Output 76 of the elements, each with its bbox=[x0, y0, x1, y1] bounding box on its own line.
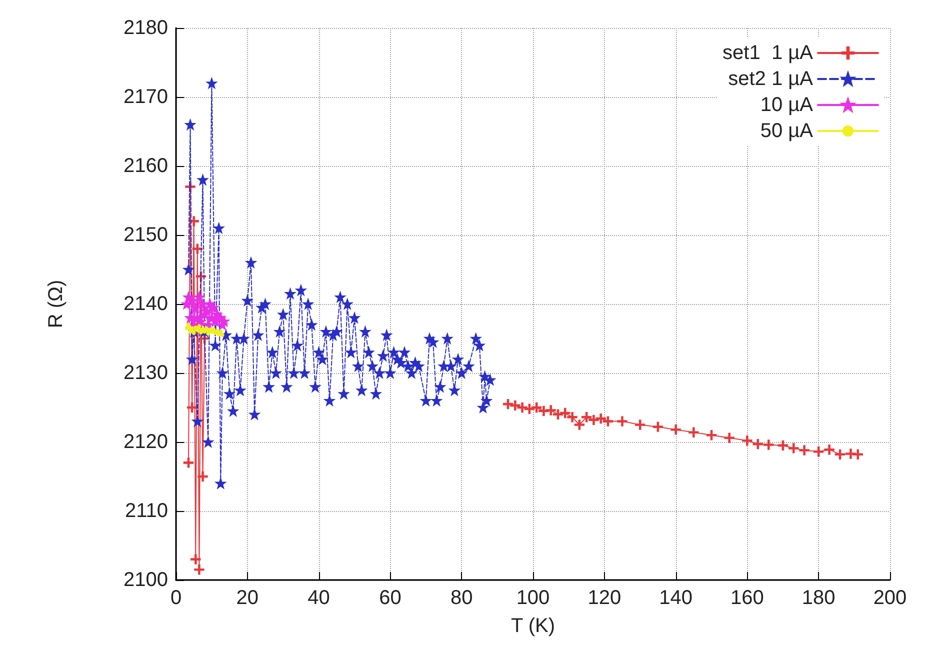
point bbox=[670, 424, 681, 435]
point bbox=[190, 302, 201, 313]
point bbox=[846, 448, 856, 459]
x-tick-label: 80 bbox=[450, 587, 473, 609]
x-tick-label: 200 bbox=[873, 587, 907, 609]
point bbox=[190, 554, 201, 564]
point bbox=[581, 412, 592, 422]
point bbox=[186, 322, 190, 327]
point bbox=[517, 402, 528, 413]
legend-label: 10 µA bbox=[760, 94, 814, 116]
x-tick-label: 60 bbox=[379, 587, 402, 609]
x-tick-label: 180 bbox=[802, 587, 836, 609]
x-tick-label: 20 bbox=[236, 587, 259, 609]
point bbox=[824, 444, 834, 455]
point bbox=[192, 244, 203, 254]
point bbox=[188, 330, 192, 334]
point bbox=[596, 413, 606, 424]
point bbox=[510, 400, 520, 411]
point bbox=[635, 420, 646, 430]
y-tick-label: 2110 bbox=[124, 500, 168, 522]
x-tick-label: 100 bbox=[516, 587, 550, 609]
point bbox=[208, 302, 219, 313]
y-tick-label: 2120 bbox=[124, 431, 168, 453]
legend-label: set1 1 µA bbox=[722, 42, 814, 64]
x-tick-label: 0 bbox=[170, 587, 182, 609]
point bbox=[764, 440, 774, 450]
point bbox=[183, 458, 194, 468]
x-tick-label: 140 bbox=[659, 587, 692, 609]
y-tick-label: 2100 bbox=[124, 569, 168, 591]
point bbox=[188, 216, 199, 226]
point bbox=[220, 333, 224, 338]
point bbox=[688, 427, 699, 438]
point bbox=[574, 420, 585, 430]
point bbox=[560, 408, 570, 418]
point bbox=[524, 404, 535, 414]
point bbox=[186, 295, 198, 306]
point bbox=[206, 332, 210, 336]
legend-label: set2 1 µA bbox=[728, 68, 814, 90]
point bbox=[724, 432, 734, 443]
x-tick-label: 40 bbox=[308, 587, 330, 609]
x-tick-label: 120 bbox=[588, 587, 622, 609]
y-tick-label: 2170 bbox=[124, 86, 168, 108]
point bbox=[531, 402, 542, 413]
point bbox=[211, 326, 216, 331]
y-tick-label: 2150 bbox=[124, 224, 168, 246]
point bbox=[852, 449, 863, 460]
point bbox=[752, 438, 764, 450]
point bbox=[218, 330, 223, 334]
point bbox=[201, 306, 212, 316]
y-tick-label: 2160 bbox=[124, 155, 168, 177]
x-axis-title: T (K) bbox=[510, 615, 556, 637]
y-axis-title: R (Ω) bbox=[45, 280, 67, 328]
point bbox=[602, 416, 614, 426]
point bbox=[652, 422, 664, 432]
x-tick-label: 160 bbox=[730, 587, 764, 609]
point bbox=[546, 405, 556, 416]
point bbox=[742, 436, 752, 446]
point bbox=[198, 471, 208, 482]
point bbox=[617, 416, 628, 426]
point bbox=[185, 312, 196, 323]
point bbox=[788, 443, 799, 454]
point bbox=[588, 414, 599, 426]
legend-label: 50 µA bbox=[760, 120, 814, 142]
point bbox=[814, 446, 824, 457]
y-tick-label: 2140 bbox=[124, 293, 168, 315]
point bbox=[567, 412, 578, 422]
y-tick-label: 2180 bbox=[124, 17, 168, 39]
point bbox=[778, 440, 788, 451]
point bbox=[706, 430, 717, 440]
point bbox=[198, 298, 208, 310]
y-tick-label: 2130 bbox=[124, 362, 168, 384]
point bbox=[184, 326, 189, 330]
point bbox=[194, 564, 204, 575]
point bbox=[194, 292, 204, 302]
point bbox=[799, 445, 810, 456]
point bbox=[834, 449, 846, 460]
